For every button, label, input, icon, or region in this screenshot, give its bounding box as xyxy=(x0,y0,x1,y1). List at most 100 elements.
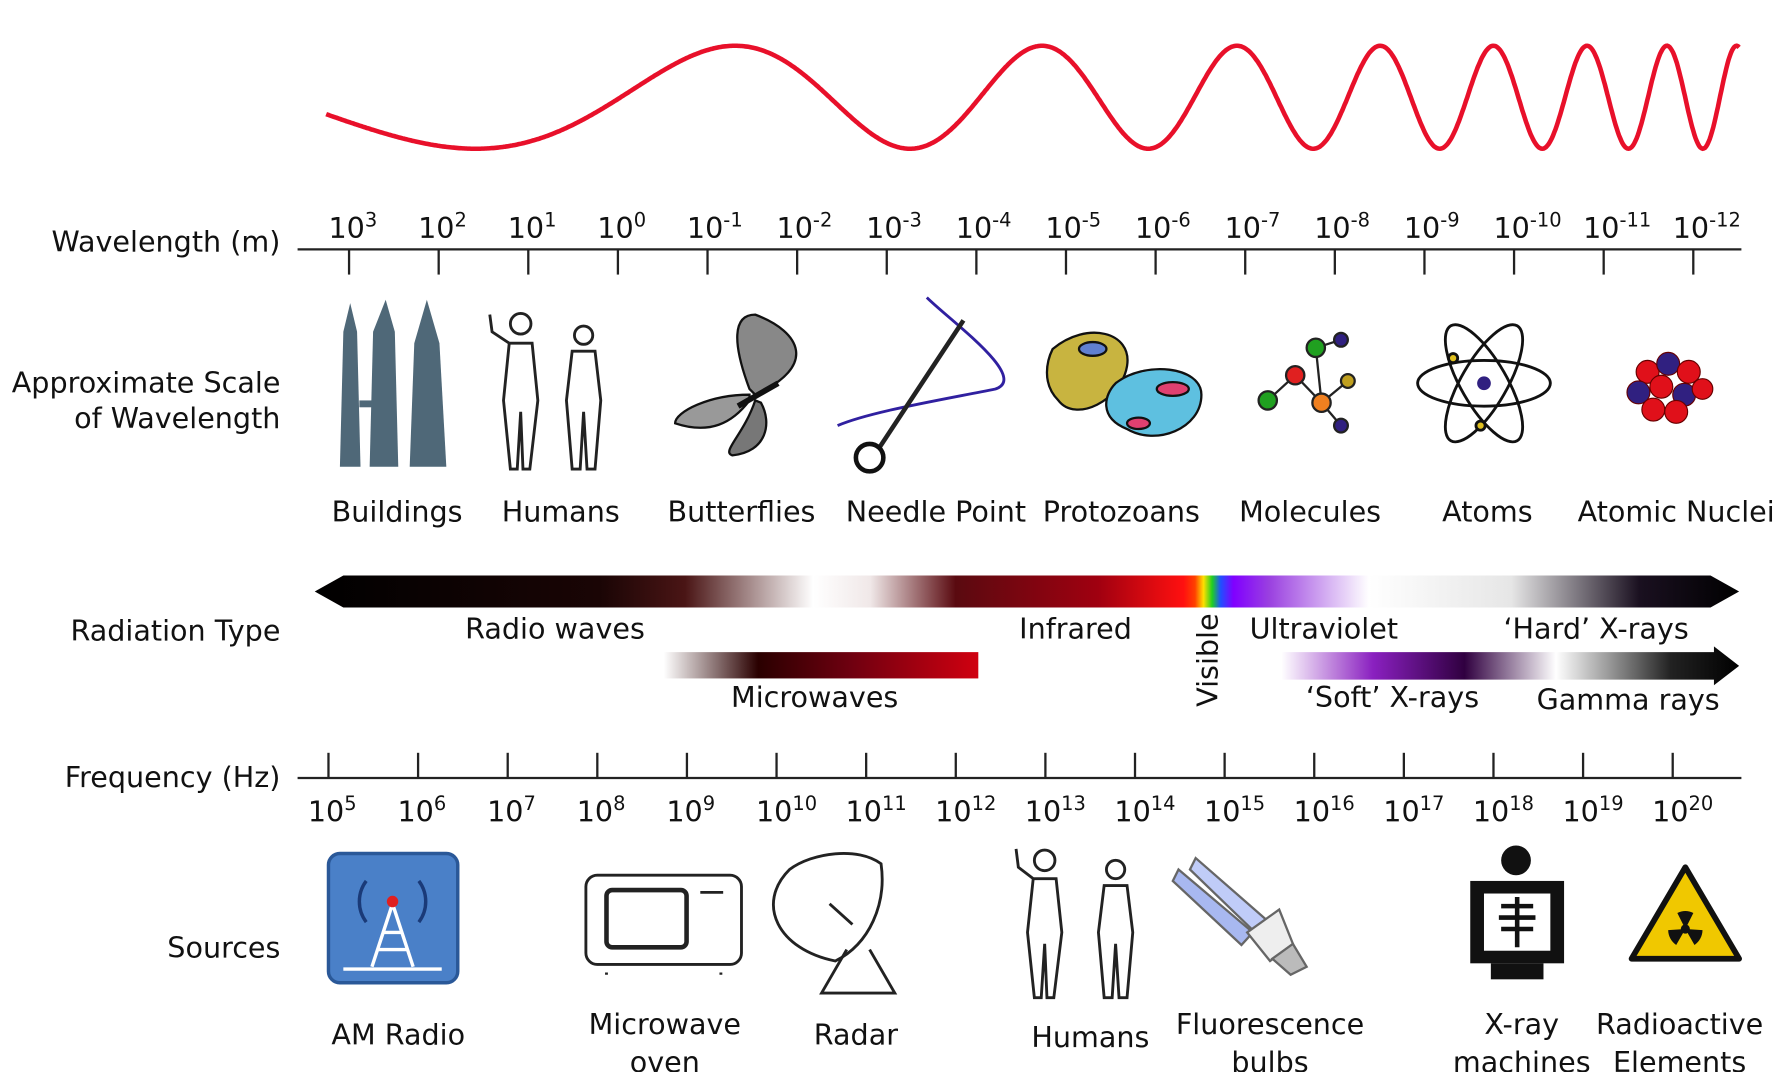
nucleus-icon xyxy=(1627,352,1713,423)
row-label: Sources xyxy=(167,931,280,965)
tick-label: 100 xyxy=(597,209,646,245)
source-label: Elements xyxy=(1613,1045,1746,1072)
tick-label: 10-7 xyxy=(1225,209,1281,245)
tick-exponent: 11 xyxy=(882,792,907,815)
tick-label: 1014 xyxy=(1114,792,1175,828)
tick-exponent: 12 xyxy=(972,792,997,815)
tick-exponent: 7 xyxy=(523,792,535,815)
scale-label: Atoms xyxy=(1442,495,1533,529)
tick-label: 1012 xyxy=(935,792,996,828)
spectrum-arrow xyxy=(315,575,1739,607)
am-radio-icon xyxy=(328,853,457,982)
humans-icon xyxy=(490,313,601,469)
tick-label: 10-1 xyxy=(687,209,743,245)
tick-exponent: -4 xyxy=(992,209,1011,232)
tick-exponent: 17 xyxy=(1420,792,1445,815)
tick-base: 10 xyxy=(935,794,971,828)
source-label: Microwave xyxy=(589,1007,741,1041)
radiation-label: Infrared xyxy=(1019,611,1132,645)
tick-label: 10-3 xyxy=(866,209,922,245)
humans-source-icon xyxy=(1016,849,1133,998)
source-label: machines xyxy=(1453,1045,1591,1072)
tick-exponent: 8 xyxy=(613,792,625,815)
protozoans-icon xyxy=(1047,333,1201,436)
tick-label: 10-5 xyxy=(1045,209,1101,245)
tick-base: 10 xyxy=(508,211,544,245)
row-label: of Wavelength xyxy=(74,401,280,435)
tick-base: 10 xyxy=(1673,211,1709,245)
tick-base: 10 xyxy=(666,794,702,828)
tick-label: 109 xyxy=(666,792,715,828)
radiation-label: Gamma rays xyxy=(1537,682,1720,716)
tick-base: 10 xyxy=(1204,794,1240,828)
tick-exponent: 0 xyxy=(634,209,646,232)
tick-base: 10 xyxy=(1493,211,1529,245)
tick-base: 10 xyxy=(687,211,723,245)
tick-label: 1019 xyxy=(1562,792,1623,828)
source-label: Radioactive xyxy=(1596,1007,1763,1041)
tick-label: 1018 xyxy=(1473,792,1534,828)
tick-label: 1015 xyxy=(1204,792,1265,828)
row-label: Frequency (Hz) xyxy=(65,760,281,794)
tick-label: 10-10 xyxy=(1493,209,1561,245)
tick-base: 10 xyxy=(956,211,992,245)
tick-exponent: 14 xyxy=(1151,792,1176,815)
tick-label: 105 xyxy=(308,792,357,828)
scale-label: Humans xyxy=(502,495,620,529)
molecules-icon xyxy=(1259,333,1355,433)
tick-base: 10 xyxy=(308,794,344,828)
butterfly-icon xyxy=(675,315,796,456)
radiation-label: Radio waves xyxy=(465,611,645,645)
tick-base: 10 xyxy=(1135,211,1171,245)
tick-label: 106 xyxy=(397,792,446,828)
tick-exponent: 18 xyxy=(1509,792,1534,815)
tick-label: 1017 xyxy=(1383,792,1444,828)
tick-exponent: -11 xyxy=(1619,209,1651,232)
scale-label: Butterflies xyxy=(668,495,816,529)
radioactive-icon xyxy=(1632,867,1740,959)
tick-exponent: 6 xyxy=(434,792,446,815)
radiation-label: Microwaves xyxy=(731,680,898,714)
source-label: AM Radio xyxy=(331,1018,465,1052)
tick-label: 10-9 xyxy=(1404,209,1460,245)
tick-base: 10 xyxy=(397,794,433,828)
tick-label: 1011 xyxy=(846,792,907,828)
scale-label: Protozoans xyxy=(1043,495,1200,529)
source-label: X-ray xyxy=(1484,1007,1559,1041)
tick-exponent: -5 xyxy=(1082,209,1101,232)
needle-icon xyxy=(838,297,1004,471)
tick-base: 10 xyxy=(597,211,633,245)
tick-exponent: 5 xyxy=(344,792,356,815)
tick-exponent: 20 xyxy=(1689,792,1714,815)
tick-exponent: 16 xyxy=(1330,792,1355,815)
tick-exponent: -3 xyxy=(903,209,922,232)
tick-label: 1016 xyxy=(1294,792,1355,828)
row-label: Approximate Scale xyxy=(12,365,281,399)
scale-label: Buildings xyxy=(332,495,463,529)
tick-label: 101 xyxy=(508,209,557,245)
source-label: Humans xyxy=(1031,1020,1149,1054)
tick-exponent: -9 xyxy=(1440,209,1459,232)
radar-icon xyxy=(773,853,894,993)
xray-icon xyxy=(1470,845,1564,979)
tick-exponent: -10 xyxy=(1530,209,1562,232)
tick-base: 10 xyxy=(418,211,454,245)
source-label: oven xyxy=(630,1045,700,1072)
tick-base: 10 xyxy=(1473,794,1509,828)
tick-label: 10-12 xyxy=(1673,209,1741,245)
tick-base: 10 xyxy=(1314,211,1350,245)
radiation-label: Visible xyxy=(1190,613,1224,706)
tick-base: 10 xyxy=(1294,794,1330,828)
radiation-label: ‘Hard’ X-rays xyxy=(1503,611,1688,645)
row-label: Radiation Type xyxy=(70,614,280,648)
atom-icon xyxy=(1418,314,1551,452)
spectrum-diagram: Wavelength (m)Approximate Scaleof Wavele… xyxy=(0,0,1785,1072)
tick-base: 10 xyxy=(487,794,523,828)
tick-label: 1020 xyxy=(1652,792,1713,828)
tick-base: 10 xyxy=(1025,794,1061,828)
tick-base: 10 xyxy=(1562,794,1598,828)
tick-base: 10 xyxy=(1045,211,1081,245)
tick-base: 10 xyxy=(1652,794,1688,828)
tick-label: 1013 xyxy=(1025,792,1086,828)
tick-label: 108 xyxy=(577,792,626,828)
